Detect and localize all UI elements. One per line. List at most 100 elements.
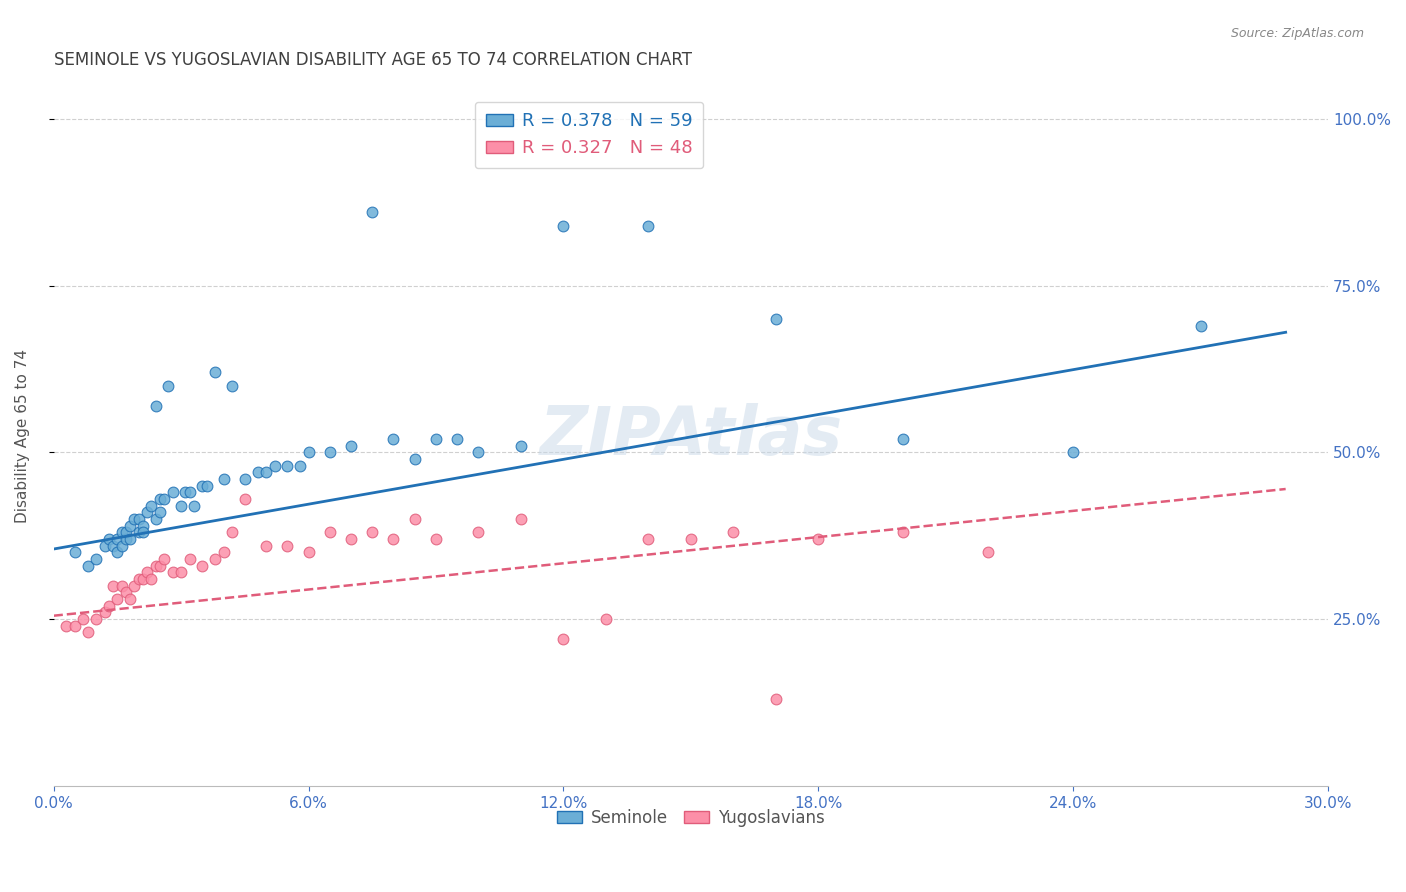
Point <box>191 478 214 492</box>
Point <box>404 512 426 526</box>
Point <box>120 592 142 607</box>
Point <box>276 458 298 473</box>
Point <box>162 566 184 580</box>
Point <box>145 399 167 413</box>
Point <box>170 566 193 580</box>
Point <box>120 518 142 533</box>
Point <box>510 439 533 453</box>
Point <box>128 525 150 540</box>
Point <box>84 612 107 626</box>
Point <box>425 432 447 446</box>
Point <box>114 525 136 540</box>
Point <box>101 539 124 553</box>
Point <box>76 558 98 573</box>
Point <box>93 539 115 553</box>
Point <box>276 539 298 553</box>
Point <box>425 532 447 546</box>
Point <box>174 485 197 500</box>
Point <box>510 512 533 526</box>
Point <box>132 518 155 533</box>
Point <box>553 219 575 233</box>
Point <box>132 572 155 586</box>
Point <box>124 512 146 526</box>
Point <box>195 478 218 492</box>
Point <box>723 525 745 540</box>
Point <box>288 458 311 473</box>
Point <box>382 532 405 546</box>
Point <box>136 566 159 580</box>
Point <box>233 491 256 506</box>
Point <box>110 579 132 593</box>
Point <box>467 525 489 540</box>
Point <box>382 432 405 446</box>
Point <box>637 219 659 233</box>
Point <box>340 532 363 546</box>
Point <box>63 618 86 632</box>
Point <box>128 512 150 526</box>
Point <box>1062 445 1084 459</box>
Point <box>297 445 319 459</box>
Point <box>361 205 384 219</box>
Point <box>891 432 914 446</box>
Point <box>212 545 235 559</box>
Point <box>153 491 176 506</box>
Point <box>221 378 243 392</box>
Point <box>145 558 167 573</box>
Point <box>977 545 1000 559</box>
Point <box>141 499 163 513</box>
Legend: Seminole, Yugoslavians: Seminole, Yugoslavians <box>551 802 831 833</box>
Point <box>63 545 86 559</box>
Point <box>162 485 184 500</box>
Point <box>149 558 172 573</box>
Y-axis label: Disability Age 65 to 74: Disability Age 65 to 74 <box>15 349 30 523</box>
Point <box>183 499 205 513</box>
Text: SEMINOLE VS YUGOSLAVIAN DISABILITY AGE 65 TO 74 CORRELATION CHART: SEMINOLE VS YUGOSLAVIAN DISABILITY AGE 6… <box>53 51 692 69</box>
Point <box>179 552 201 566</box>
Point <box>157 378 180 392</box>
Point <box>191 558 214 573</box>
Point <box>76 625 98 640</box>
Point <box>149 491 172 506</box>
Point <box>84 552 107 566</box>
Point <box>254 539 277 553</box>
Point <box>319 525 342 540</box>
Point <box>110 525 132 540</box>
Point <box>467 445 489 459</box>
Point <box>105 532 128 546</box>
Point <box>114 532 136 546</box>
Point <box>254 466 277 480</box>
Point <box>153 552 176 566</box>
Point <box>120 532 142 546</box>
Point <box>233 472 256 486</box>
Point <box>179 485 201 500</box>
Point <box>340 439 363 453</box>
Point <box>246 466 269 480</box>
Point <box>361 525 384 540</box>
Point <box>765 312 787 326</box>
Point <box>97 532 120 546</box>
Point <box>221 525 243 540</box>
Point <box>110 539 132 553</box>
Text: ZIPAtlas: ZIPAtlas <box>540 402 842 468</box>
Point <box>553 632 575 646</box>
Point <box>132 525 155 540</box>
Point <box>204 365 226 379</box>
Point <box>145 512 167 526</box>
Point <box>595 612 617 626</box>
Point <box>72 612 94 626</box>
Point <box>891 525 914 540</box>
Point <box>97 599 120 613</box>
Point <box>807 532 830 546</box>
Point <box>141 572 163 586</box>
Point <box>404 452 426 467</box>
Point <box>55 618 77 632</box>
Point <box>204 552 226 566</box>
Point <box>105 545 128 559</box>
Point <box>105 592 128 607</box>
Point <box>149 505 172 519</box>
Point <box>319 445 342 459</box>
Point <box>212 472 235 486</box>
Point <box>128 572 150 586</box>
Point <box>263 458 285 473</box>
Point <box>679 532 702 546</box>
